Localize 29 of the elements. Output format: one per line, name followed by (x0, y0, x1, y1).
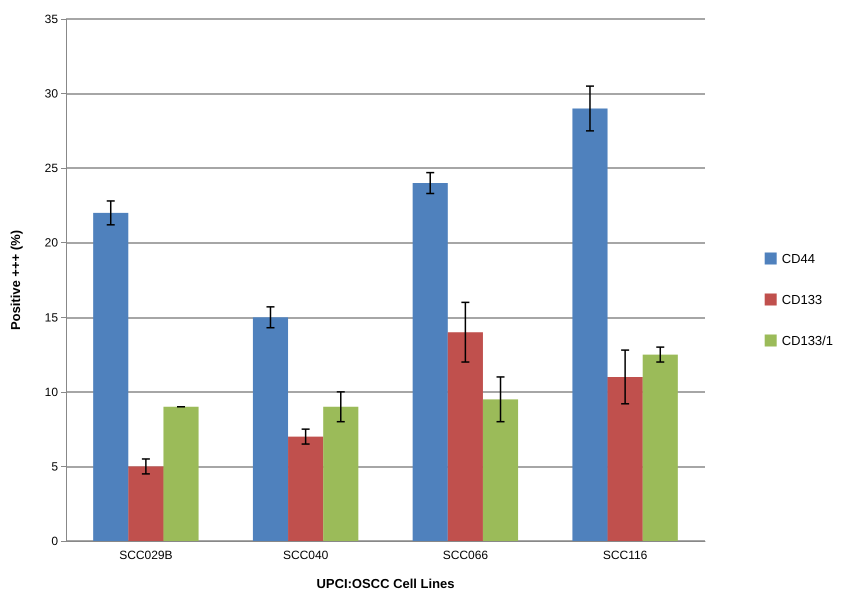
bar (128, 466, 164, 541)
bar (642, 354, 678, 541)
bar (572, 108, 608, 541)
x-tick-label: SCC066 (442, 548, 488, 562)
y-tick-label: 25 (44, 161, 58, 176)
bar (482, 399, 518, 541)
x-tick-label: SCC029B (119, 548, 173, 562)
y-tick-label: 35 (44, 12, 58, 26)
bar (163, 406, 199, 541)
bar (288, 436, 324, 541)
legend-label: CD133/1 (782, 333, 834, 348)
x-tick-label: SCC116 (602, 548, 648, 562)
y-tick-label: 30 (44, 86, 58, 101)
y-tick-label: 0 (51, 534, 58, 548)
x-tick-label: SCC040 (282, 548, 329, 562)
x-axis-title: UPCI:OSCC Cell Lines (316, 576, 454, 591)
legend-label: CD133 (782, 292, 822, 307)
bar (608, 376, 643, 541)
bar (323, 406, 358, 541)
y-tick-label: 20 (44, 236, 58, 250)
bar (412, 183, 448, 541)
y-tick-label: 10 (44, 384, 58, 399)
y-tick-label: 5 (51, 459, 58, 474)
y-axis-title: Positive +++ (%) (8, 230, 23, 330)
bar (252, 317, 288, 541)
y-tick-label: 15 (44, 310, 58, 324)
legend-label: CD44 (782, 251, 815, 266)
bar (93, 212, 128, 541)
bar (448, 332, 483, 541)
